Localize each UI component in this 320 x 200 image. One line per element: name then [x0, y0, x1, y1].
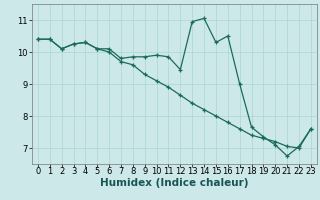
X-axis label: Humidex (Indice chaleur): Humidex (Indice chaleur): [100, 178, 249, 188]
